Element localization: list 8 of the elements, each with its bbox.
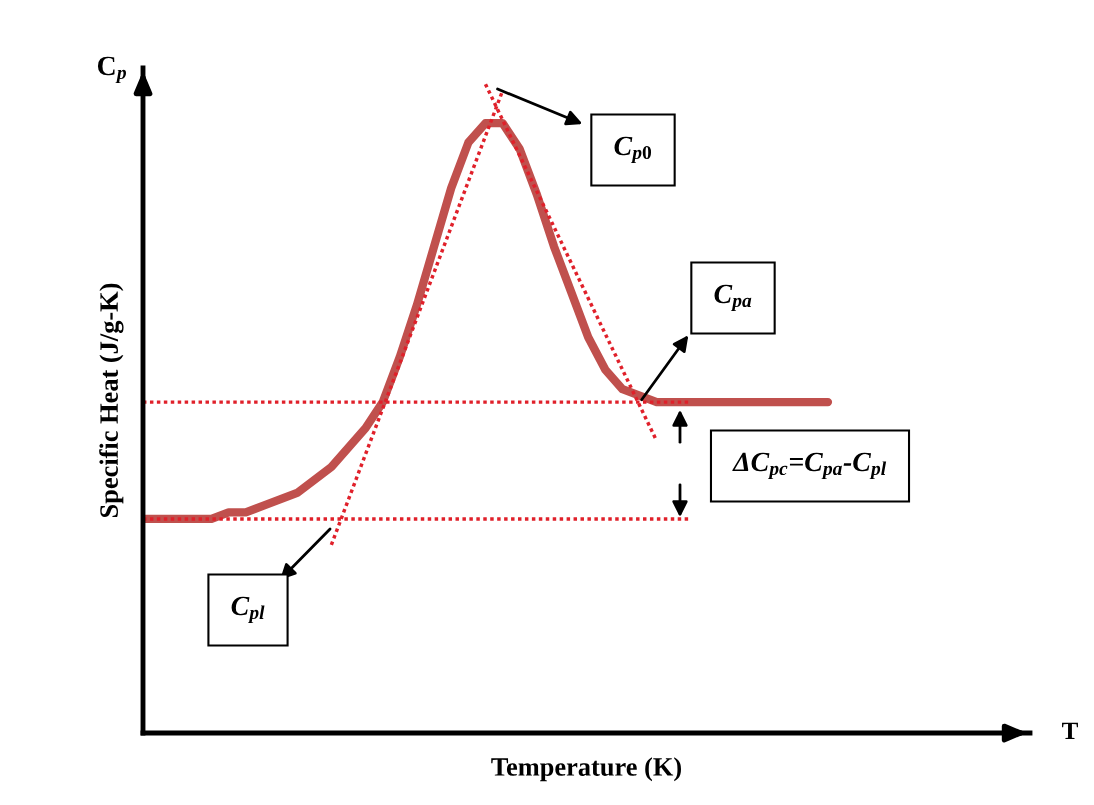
annotation: C$_{pl}$ (231, 596, 265, 624)
annotation: ΔC$_{pc}$=C$_{pa}$-C$_{pl}$ (732, 452, 887, 480)
annotation: C$_{pa}$ (714, 284, 752, 312)
text: T (1062, 722, 1078, 740)
annotation: C$_{p0}$ (614, 136, 652, 164)
x-axis-title: Temperature (K) (491, 757, 681, 782)
y-axis-title: Specific Heat (J/g-K) (99, 283, 124, 518)
text: C$_{p}$ (97, 56, 126, 84)
